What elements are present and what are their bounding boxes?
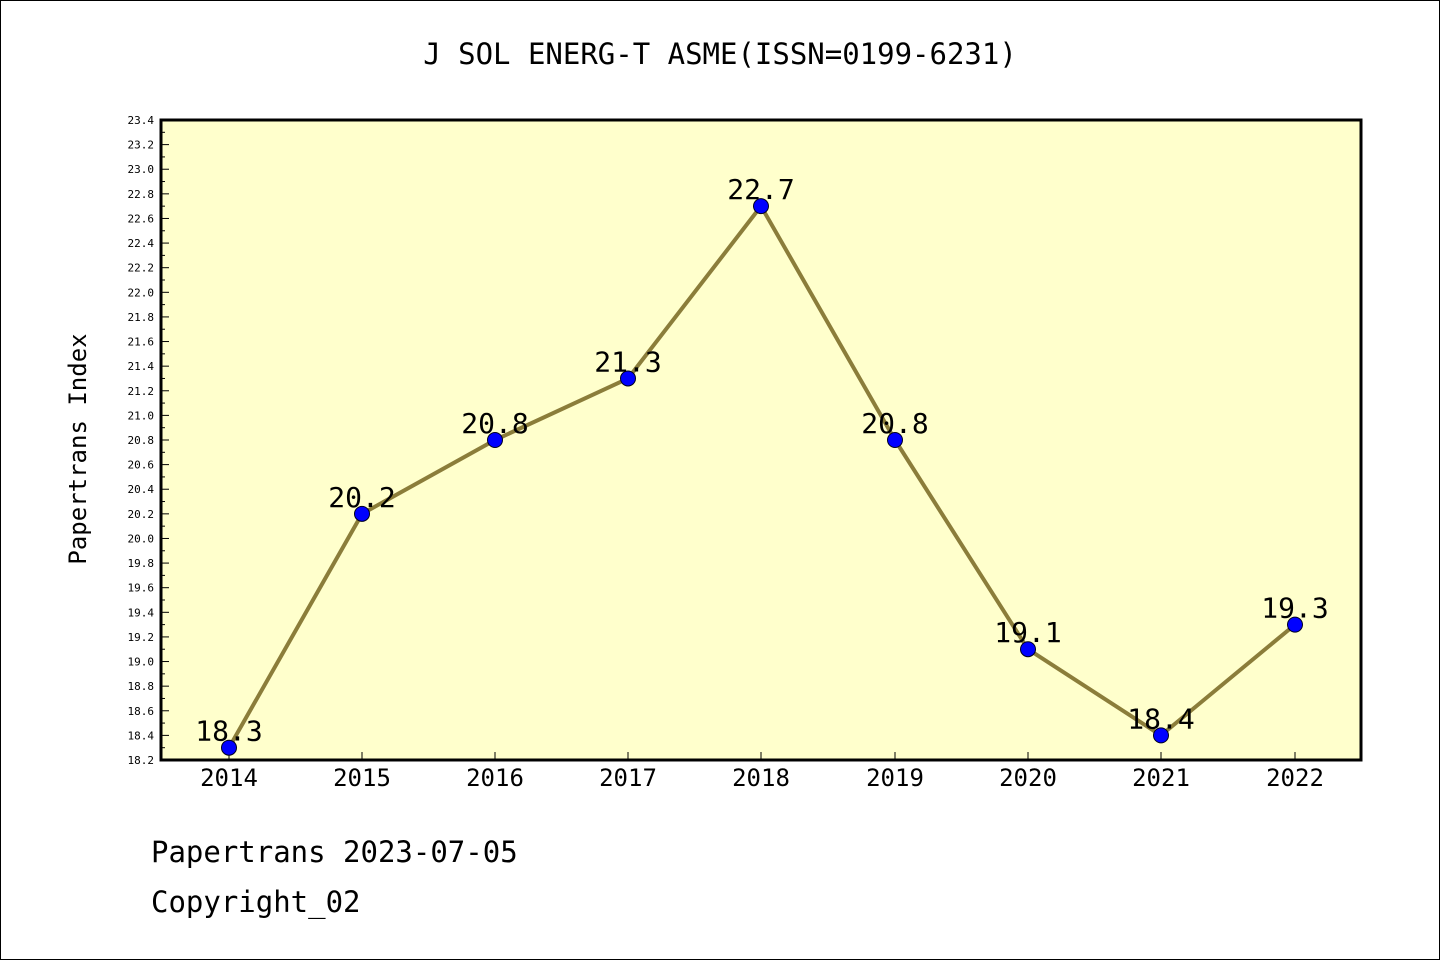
- x-tick-label: 2015: [333, 764, 391, 792]
- y-tick-label: 19.8: [128, 557, 155, 570]
- data-label: 21.3: [594, 345, 661, 378]
- data-point-marker: [1287, 616, 1303, 633]
- y-tick-label: 21.0: [128, 409, 155, 422]
- data-label: 20.2: [328, 481, 395, 514]
- y-tick-label: 23.2: [128, 139, 155, 152]
- source-date-text: Papertrans 2023-07-05: [151, 835, 518, 869]
- y-tick-label: 20.2: [128, 508, 155, 521]
- y-tick-label: 22.4: [128, 237, 155, 250]
- y-tick-label: 20.6: [128, 459, 155, 472]
- data-point-marker: [887, 432, 903, 448]
- x-tick-label: 2019: [866, 764, 924, 792]
- y-tick-label: 22.2: [128, 262, 155, 275]
- y-tick-label: 20.4: [128, 483, 155, 496]
- x-tick-label: 2020: [999, 764, 1057, 792]
- plot-frame: [159, 118, 1363, 762]
- y-axis: 18.2 18.4 18.6 18.8 19.0 19.2 19.4 19.6 19.8 20.0…: [128, 114, 169, 767]
- y-tick-label: 20.8: [128, 434, 155, 447]
- data-point-marker: [620, 370, 636, 387]
- y-tick-label: 21.6: [128, 336, 155, 349]
- y-tick-label: 19.4: [128, 606, 155, 619]
- data-label: 22.7: [727, 173, 794, 206]
- x-tick-label: 2017: [599, 764, 657, 792]
- y-tick-label: 23.0: [128, 163, 155, 176]
- y-tick-label: 18.2: [128, 754, 155, 767]
- x-tick-label: 2018: [732, 764, 790, 792]
- data-label: 20.8: [861, 407, 928, 440]
- y-tick-label: 22.6: [128, 212, 155, 225]
- data-label: 20.8: [461, 407, 528, 440]
- y-tick-label: 19.0: [128, 656, 155, 669]
- y-tick-label: 20.0: [128, 532, 155, 545]
- y-tick-label: 21.8: [128, 311, 155, 324]
- x-tick-label: 2022: [1266, 764, 1324, 792]
- y-tick-label: 22.8: [128, 188, 155, 201]
- y-tick-label: 19.6: [128, 582, 155, 595]
- data-series: [221, 198, 1303, 756]
- y-axis-label: Papertrans Index: [64, 333, 92, 564]
- copyright-text: Copyright_02: [151, 885, 361, 919]
- data-label: 19.1: [994, 616, 1061, 649]
- y-tick-label: 21.2: [128, 385, 155, 398]
- data-point-marker: [1020, 641, 1036, 658]
- data-point-marker: [1153, 727, 1169, 744]
- y-tick-label: 18.6: [128, 705, 155, 718]
- y-tick-label: 19.2: [128, 631, 155, 644]
- y-tick-label: 21.4: [128, 360, 155, 373]
- y-tick-label: 23.4: [128, 114, 155, 127]
- x-tick-label: 2021: [1132, 764, 1190, 792]
- data-point-marker: [487, 432, 503, 448]
- data-labels: 18.3 20.2 20.8 21.3 22.7 20.8 19.1 18.4 19.3: [195, 173, 1328, 748]
- data-point-marker: [354, 505, 370, 522]
- data-point-marker: [221, 739, 237, 756]
- data-point-marker: [753, 198, 769, 215]
- data-label: 18.4: [1127, 702, 1194, 735]
- y-tick-label: 18.4: [128, 729, 155, 742]
- data-label: 19.3: [1261, 592, 1328, 625]
- chart-title: J SOL ENERG-T ASME(ISSN=0199-6231): [423, 37, 1017, 71]
- data-label: 18.3: [195, 715, 262, 748]
- y-tick-label: 18.8: [128, 680, 155, 693]
- x-tick-label: 2016: [466, 764, 524, 792]
- plot-area: [161, 120, 1361, 760]
- x-axis: 2014 2015 2016 2017 2018 2019 2020 2021 2022: [200, 752, 1324, 792]
- y-tick-label: 22.0: [128, 286, 155, 299]
- x-tick-label: 2014: [200, 764, 258, 792]
